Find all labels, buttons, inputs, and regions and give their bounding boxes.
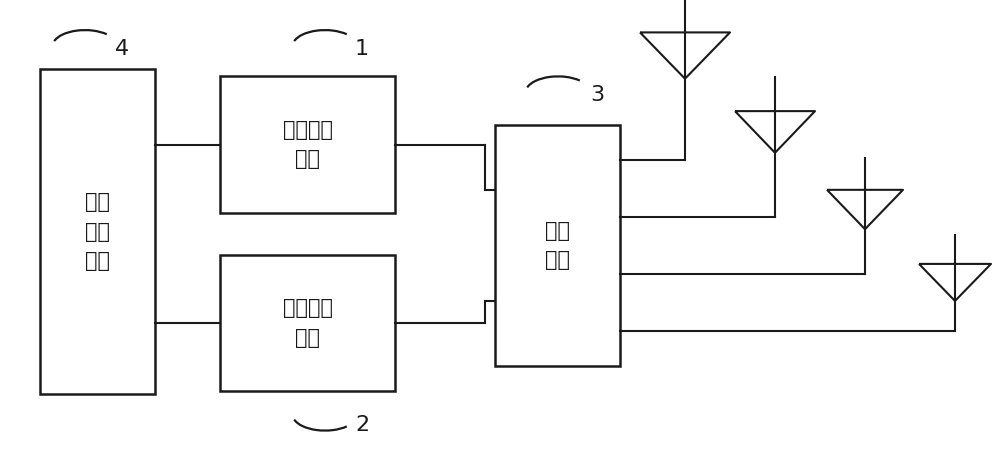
Text: 射频
收发
模组: 射频 收发 模组 xyxy=(85,192,110,271)
Bar xyxy=(220,76,395,213)
Text: 2: 2 xyxy=(355,415,369,435)
Bar xyxy=(220,255,395,391)
Text: 3: 3 xyxy=(590,85,604,105)
Text: 4: 4 xyxy=(115,38,129,59)
Bar xyxy=(495,125,620,366)
Text: 1: 1 xyxy=(355,38,369,59)
Text: 第二射频
模组: 第二射频 模组 xyxy=(283,298,332,348)
Text: 第一射频
模组: 第一射频 模组 xyxy=(283,120,332,169)
Text: 开关
模组: 开关 模组 xyxy=(545,220,570,270)
Bar xyxy=(40,69,155,394)
